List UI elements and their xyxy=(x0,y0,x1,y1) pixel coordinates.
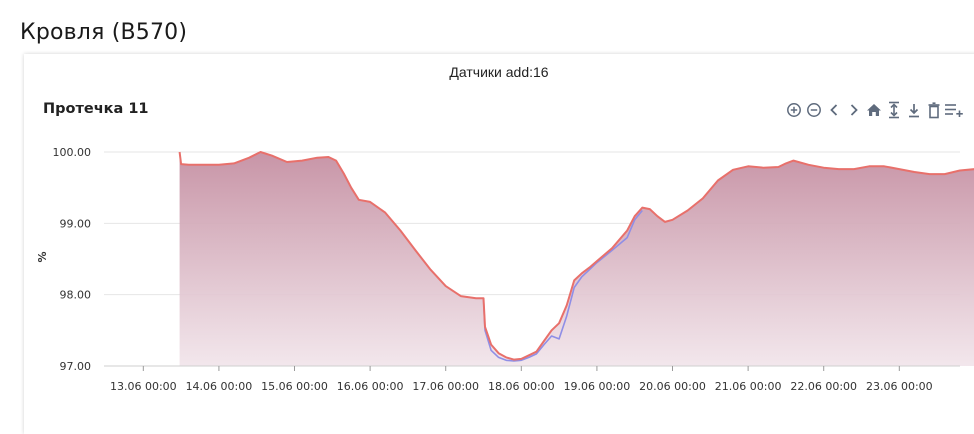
chart-title: Протечка 11 xyxy=(43,101,149,117)
zoom-in-icon xyxy=(787,103,801,117)
fit-vertical-icon xyxy=(889,101,899,119)
y-tick-label: 100.00 xyxy=(53,146,92,159)
series-line-secondary xyxy=(482,209,643,362)
pan-right-icon xyxy=(850,104,858,116)
x-tick-label: 16.06 00:00 xyxy=(337,380,404,393)
add-menu-button[interactable] xyxy=(944,99,964,121)
card-header: Датчики add:16 xyxy=(449,64,549,80)
x-tick-label: 18.06 00:00 xyxy=(488,380,555,393)
add-menu-icon xyxy=(945,104,963,117)
home-button[interactable] xyxy=(864,99,884,121)
x-tick-label: 15.06 00:00 xyxy=(261,380,328,393)
zoom-in-button[interactable] xyxy=(784,99,804,121)
x-tick-label: 17.06 00:00 xyxy=(412,380,479,393)
chart-toolbar xyxy=(784,98,964,122)
y-axis-label: % xyxy=(36,251,49,262)
x-tick-label: 13.06 00:00 xyxy=(110,380,177,393)
y-tick-label: 98.00 xyxy=(60,289,92,302)
pan-left-icon xyxy=(830,104,838,116)
pan-left-button[interactable] xyxy=(824,99,844,121)
area-layer xyxy=(179,152,974,366)
x-tick-label: 14.06 00:00 xyxy=(186,380,253,393)
home-icon xyxy=(867,104,881,116)
x-tick-label: 23.06 00:00 xyxy=(866,380,933,393)
x-tick-label: 21.06 00:00 xyxy=(715,380,782,393)
area-chart[interactable]: 97.00 98.00 99.00 100.00 13.06 00:00 14.06 00… xyxy=(24,54,974,410)
zoom-out-button[interactable] xyxy=(804,99,824,121)
download-icon xyxy=(909,104,919,118)
chart-card: Датчики add:16 Протечка 11 xyxy=(24,54,974,434)
series-line-main xyxy=(178,151,974,361)
axes: 97.00 98.00 99.00 100.00 13.06 00:00 14.06 00… xyxy=(53,146,960,393)
x-tick-label: 19.06 00:00 xyxy=(564,380,631,393)
page-title: Кровля (B570) xyxy=(20,20,188,45)
delete-button[interactable] xyxy=(924,99,944,121)
delete-icon xyxy=(928,101,940,118)
x-tick-label: 20.06 00:00 xyxy=(639,380,706,393)
series-area xyxy=(179,152,974,366)
series-lines xyxy=(178,151,974,362)
x-tick-label: 22.06 00:00 xyxy=(790,380,857,393)
pan-right-button[interactable] xyxy=(844,99,864,121)
y-tick-label: 97.00 xyxy=(60,360,92,373)
y-tick-label: 99.00 xyxy=(60,217,92,230)
zoom-out-icon xyxy=(807,103,821,117)
fit-vertical-button[interactable] xyxy=(884,99,904,121)
download-button[interactable] xyxy=(904,99,924,121)
